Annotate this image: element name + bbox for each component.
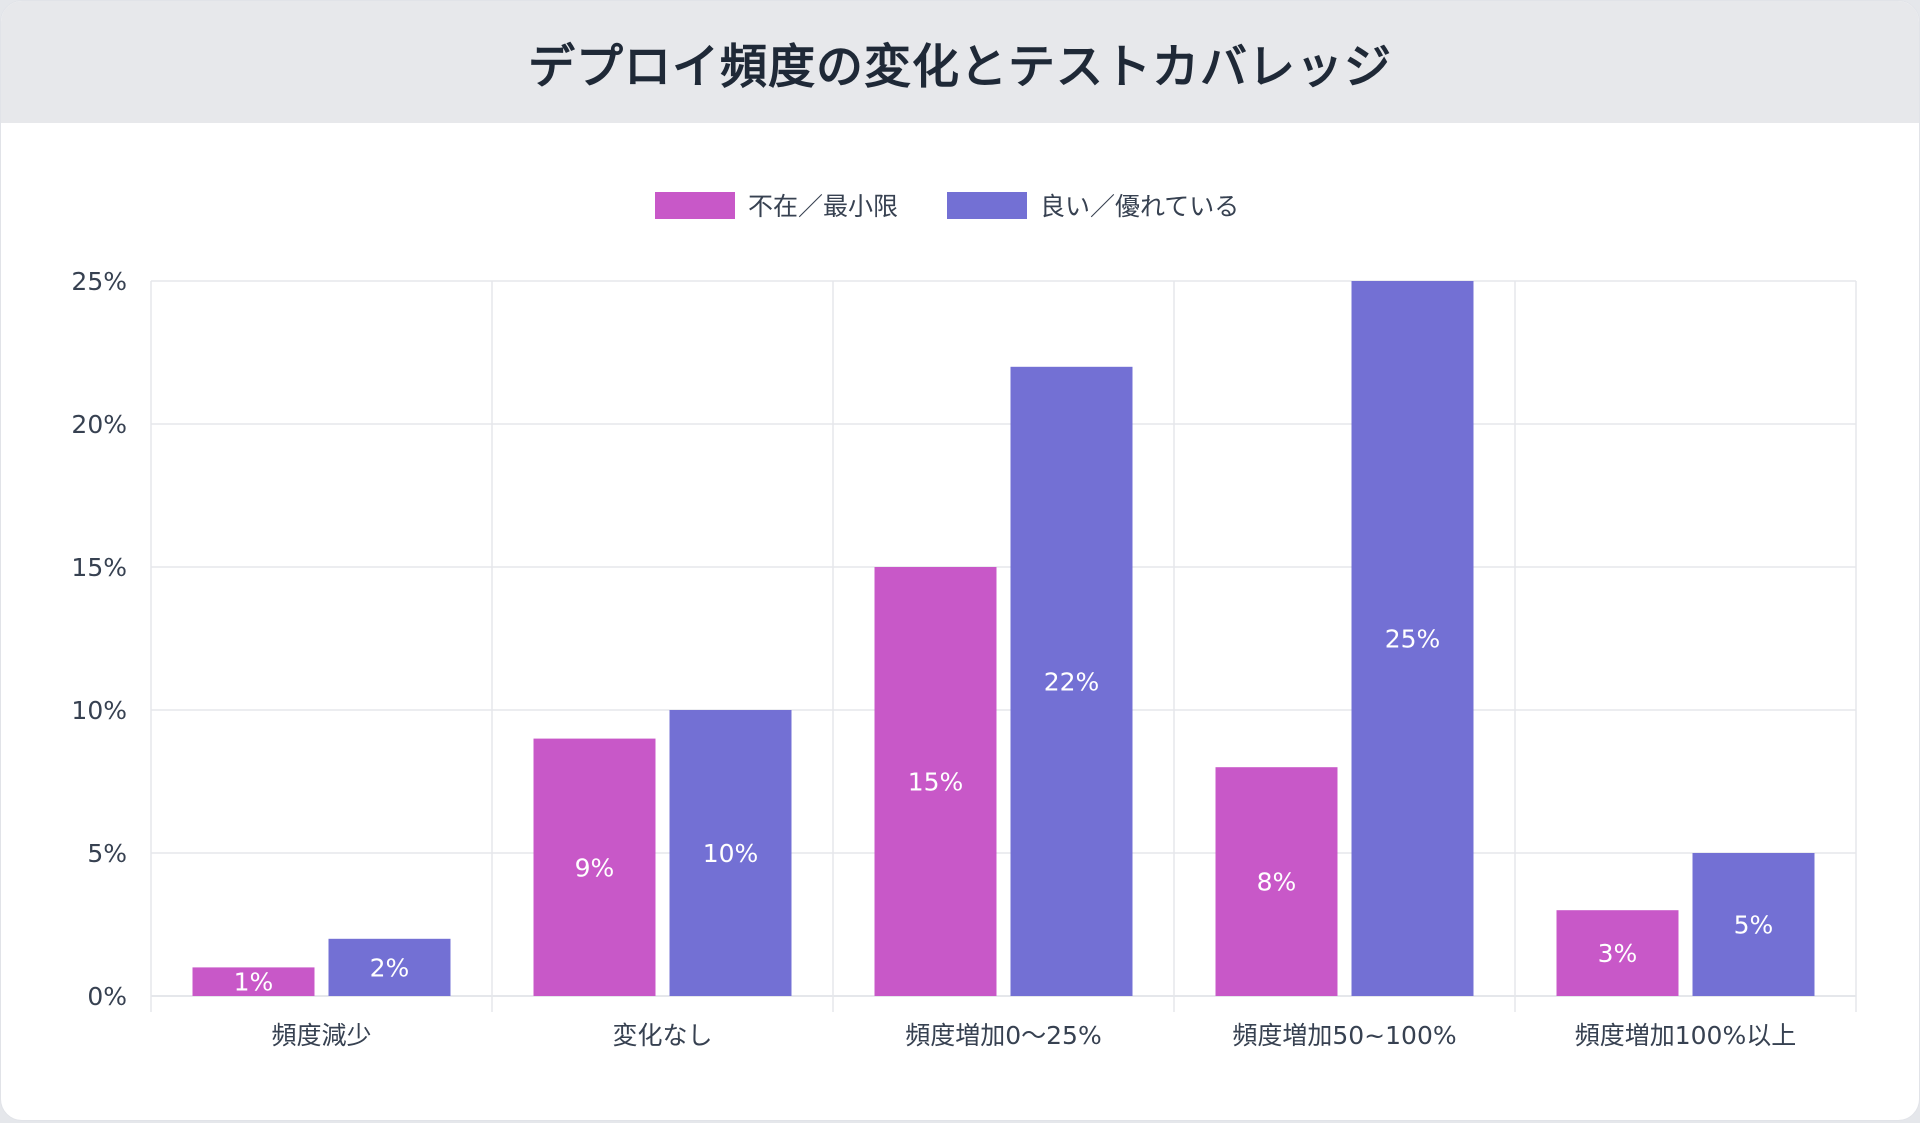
data-label: 22% <box>1044 667 1100 696</box>
chart-title: デプロイ頻度の変化とテストカバレッジ <box>528 39 1392 95</box>
bar <box>328 938 451 996</box>
y-tick-label: 25% <box>71 267 127 296</box>
data-label: 10% <box>703 839 759 868</box>
x-tick-label: 頻度増加50~100% <box>1232 1021 1456 1050</box>
data-label: 25% <box>1385 625 1441 654</box>
data-label: 15% <box>908 768 964 797</box>
y-tick-label: 15% <box>71 553 127 582</box>
chart-header: デプロイ頻度の変化とテストカバレッジ <box>1 1 1919 123</box>
bar <box>1556 910 1679 996</box>
bar <box>669 710 792 996</box>
bar <box>192 967 315 996</box>
bar <box>533 738 656 996</box>
bar <box>1010 366 1133 996</box>
data-label: 8% <box>1257 868 1297 897</box>
x-tick-label: 頻度増加100%以上 <box>1575 1021 1796 1050</box>
bar <box>874 567 997 996</box>
x-tick-label: 頻度増加0〜25% <box>905 1021 1101 1050</box>
bar <box>1692 853 1815 996</box>
legend-swatch <box>947 192 1027 219</box>
data-label: 2% <box>370 953 410 982</box>
legend-label: 良い／優れている <box>1040 192 1239 221</box>
data-label: 3% <box>1598 939 1638 968</box>
legend-swatch <box>655 192 735 219</box>
bar <box>1351 281 1474 996</box>
x-tick-label: 変化なし <box>612 1021 712 1050</box>
y-tick-label: 5% <box>87 839 127 868</box>
data-label: 9% <box>575 853 615 882</box>
data-label: 5% <box>1734 911 1774 940</box>
y-tick-label: 0% <box>87 982 127 1011</box>
y-tick-label: 20% <box>71 410 127 439</box>
bar <box>1215 767 1338 996</box>
data-label: 1% <box>234 968 274 997</box>
y-tick-label: 10% <box>71 696 127 725</box>
legend-label: 不在／最小限 <box>748 192 898 221</box>
x-tick-label: 頻度減少 <box>271 1021 371 1050</box>
